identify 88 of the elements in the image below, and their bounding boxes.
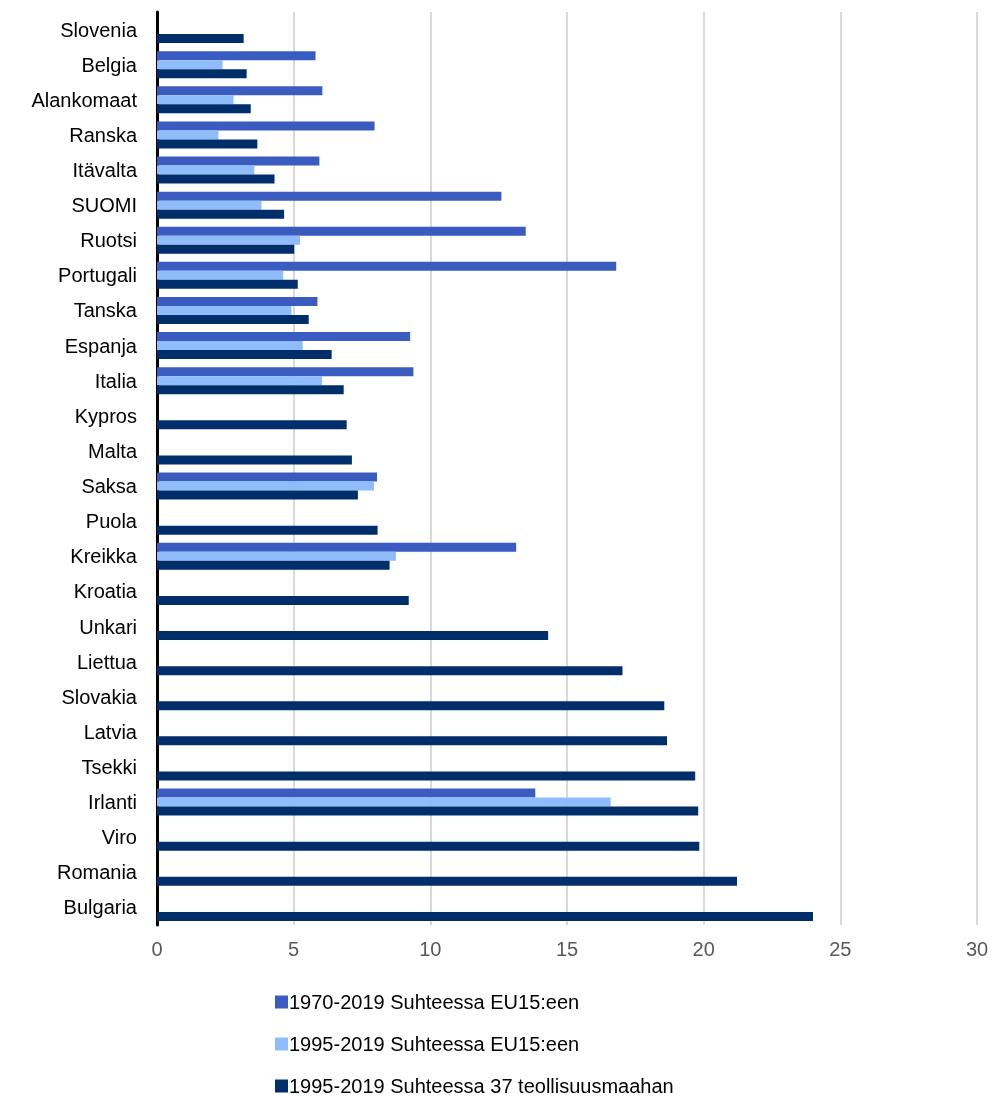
bar	[157, 104, 251, 114]
bar	[157, 788, 536, 798]
bar	[157, 209, 285, 219]
bar	[157, 911, 813, 921]
y-tick-label: Alankomaat	[31, 88, 138, 111]
y-tick-label: Italia	[94, 369, 138, 392]
y-tick-label: Tanska	[73, 299, 138, 322]
bar	[157, 551, 396, 561]
bar	[157, 86, 323, 96]
bar	[157, 332, 411, 342]
bar	[157, 235, 300, 245]
legend-label: 1970-2019 Suhteessa EU15:een	[289, 991, 580, 1013]
bar	[157, 631, 549, 641]
x-tick-label: 20	[692, 938, 715, 960]
y-tick-label: Portugali	[58, 264, 137, 287]
y-tick-label: Itävalta	[72, 159, 138, 182]
bar	[157, 244, 295, 254]
y-tick-label: Slovenia	[60, 18, 138, 41]
bar	[157, 341, 303, 351]
bar	[157, 797, 611, 807]
y-tick-label: Malta	[88, 439, 138, 462]
bar	[157, 130, 219, 140]
bar	[157, 806, 699, 816]
y-tick-label: Kroatia	[73, 580, 138, 603]
bar	[157, 420, 347, 430]
x-tick-label: 5	[288, 938, 300, 960]
legend-label: 1995-2019 Suhteessa 37 teollisuusmaahan	[289, 1075, 674, 1097]
bar	[157, 350, 332, 360]
bar	[157, 595, 409, 605]
bar	[157, 376, 323, 386]
y-tick-label: Bulgaria	[63, 896, 138, 919]
y-tick-label: Romania	[56, 861, 138, 884]
bar	[157, 200, 262, 210]
y-tick-label: Latvia	[83, 720, 138, 743]
bar	[157, 367, 414, 377]
bar	[157, 156, 320, 166]
bar	[157, 560, 390, 570]
y-tick-label: Espanja	[64, 334, 138, 357]
bar	[157, 121, 375, 131]
x-tick-label: 30	[965, 938, 989, 960]
x-tick-label: 25	[829, 938, 852, 960]
bar	[157, 876, 738, 886]
bar	[157, 490, 358, 500]
bar	[157, 455, 352, 465]
bar	[157, 736, 668, 746]
bar	[157, 296, 318, 306]
bar	[157, 701, 665, 711]
bar	[157, 385, 344, 395]
bar	[157, 525, 378, 535]
legend-label: 1995-2019 Suhteessa EU15:een	[289, 1033, 580, 1055]
y-tick-label: Ruotsi	[80, 229, 137, 252]
bar	[157, 279, 298, 289]
bar	[157, 261, 617, 271]
bar	[157, 60, 223, 70]
y-tick-label: Ranska	[69, 123, 138, 146]
y-tick-label: Puola	[85, 510, 138, 533]
y-tick-label: Irlanti	[88, 791, 137, 814]
y-tick-label: Saksa	[81, 475, 138, 498]
y-tick-label: SUOMI	[71, 194, 137, 217]
bar	[157, 481, 375, 491]
bar	[157, 69, 247, 79]
x-tick-label: 10	[419, 938, 442, 960]
bar	[157, 841, 700, 851]
bar	[157, 305, 292, 315]
bar	[157, 542, 517, 552]
x-tick-label: 15	[555, 938, 579, 960]
y-tick-label: Unkari	[79, 615, 137, 638]
bar	[157, 270, 284, 280]
y-tick-label: Slovakia	[61, 685, 138, 708]
bar	[157, 139, 258, 149]
bar	[157, 666, 623, 676]
bar	[157, 51, 316, 61]
bar	[157, 191, 502, 201]
bar	[157, 165, 255, 175]
bar	[157, 314, 309, 324]
bar	[157, 95, 234, 105]
bar	[157, 226, 526, 236]
bar	[157, 472, 378, 482]
bar	[157, 34, 244, 44]
y-tick-label: Tsekki	[81, 755, 137, 778]
y-tick-label: Belgia	[81, 53, 138, 76]
y-tick-label: Viro	[101, 826, 137, 849]
y-tick-label: Kypros	[74, 404, 137, 427]
bar	[157, 771, 696, 781]
x-tick-label: 0	[151, 938, 163, 960]
bar	[157, 174, 275, 184]
y-tick-label: Liettua	[76, 650, 138, 673]
y-tick-label: Kreikka	[70, 545, 138, 568]
